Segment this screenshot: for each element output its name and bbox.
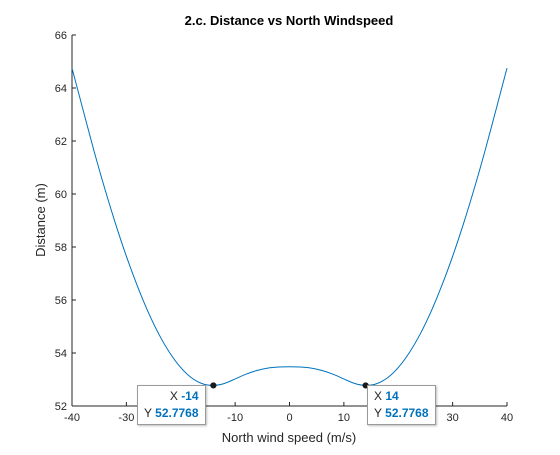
x-axis-label: North wind speed (m/s) (222, 430, 356, 445)
datatip-left-y-row: Y 52.7768 (144, 405, 199, 422)
datatip-left-x-value: -14 (181, 389, 199, 403)
x-tick-label: -10 (227, 412, 243, 424)
datatip-right-y-row: Y 52.7768 (374, 405, 429, 422)
datatip-left[interactable]: X -14 Y 52.7768 (137, 385, 206, 425)
x-tick-label: 0 (286, 412, 292, 424)
x-tick-label: 30 (447, 412, 459, 424)
y-tick-label: 62 (55, 136, 67, 148)
y-tick-label: 58 (55, 242, 67, 254)
y-tick-label: 60 (55, 189, 67, 201)
datatip-left-y-value: 52.7768 (155, 406, 199, 420)
datatip-left-x-row: X -14 (144, 388, 199, 405)
y-tick-label: 66 (55, 30, 67, 42)
axes (71, 35, 507, 407)
datatip-left-y-label: Y (144, 406, 152, 420)
x-tick-label: 40 (501, 412, 513, 424)
ticks: -40-30-20-100102030405254565860626466 (55, 30, 513, 424)
series-line-0 (71, 68, 508, 386)
y-tick-label: 54 (55, 348, 67, 360)
datatip-right-y-label: Y (374, 406, 382, 420)
datatip-right[interactable]: X 14 Y 52.7768 (367, 385, 436, 425)
datatip-marker-0 (210, 382, 217, 389)
datatip-right-x-label: X (374, 389, 383, 403)
x-tick-label: -40 (64, 412, 80, 424)
y-tick-label: 64 (55, 83, 67, 95)
datatip-right-x-row: X 14 (374, 388, 429, 405)
chart-title: 2.c. Distance vs North Windspeed (185, 13, 394, 28)
y-axis-label: Distance (m) (33, 183, 48, 257)
x-tick-label: 10 (338, 412, 350, 424)
y-tick-label: 56 (55, 295, 67, 307)
datatip-right-x-value: 14 (385, 389, 399, 403)
datatip-left-x-label: X (169, 389, 178, 403)
datatip-right-y-value: 52.7768 (385, 406, 429, 420)
y-tick-label: 52 (55, 401, 67, 413)
series-layer (71, 68, 508, 386)
datatip-markers (210, 382, 369, 389)
x-tick-label: -30 (118, 412, 134, 424)
